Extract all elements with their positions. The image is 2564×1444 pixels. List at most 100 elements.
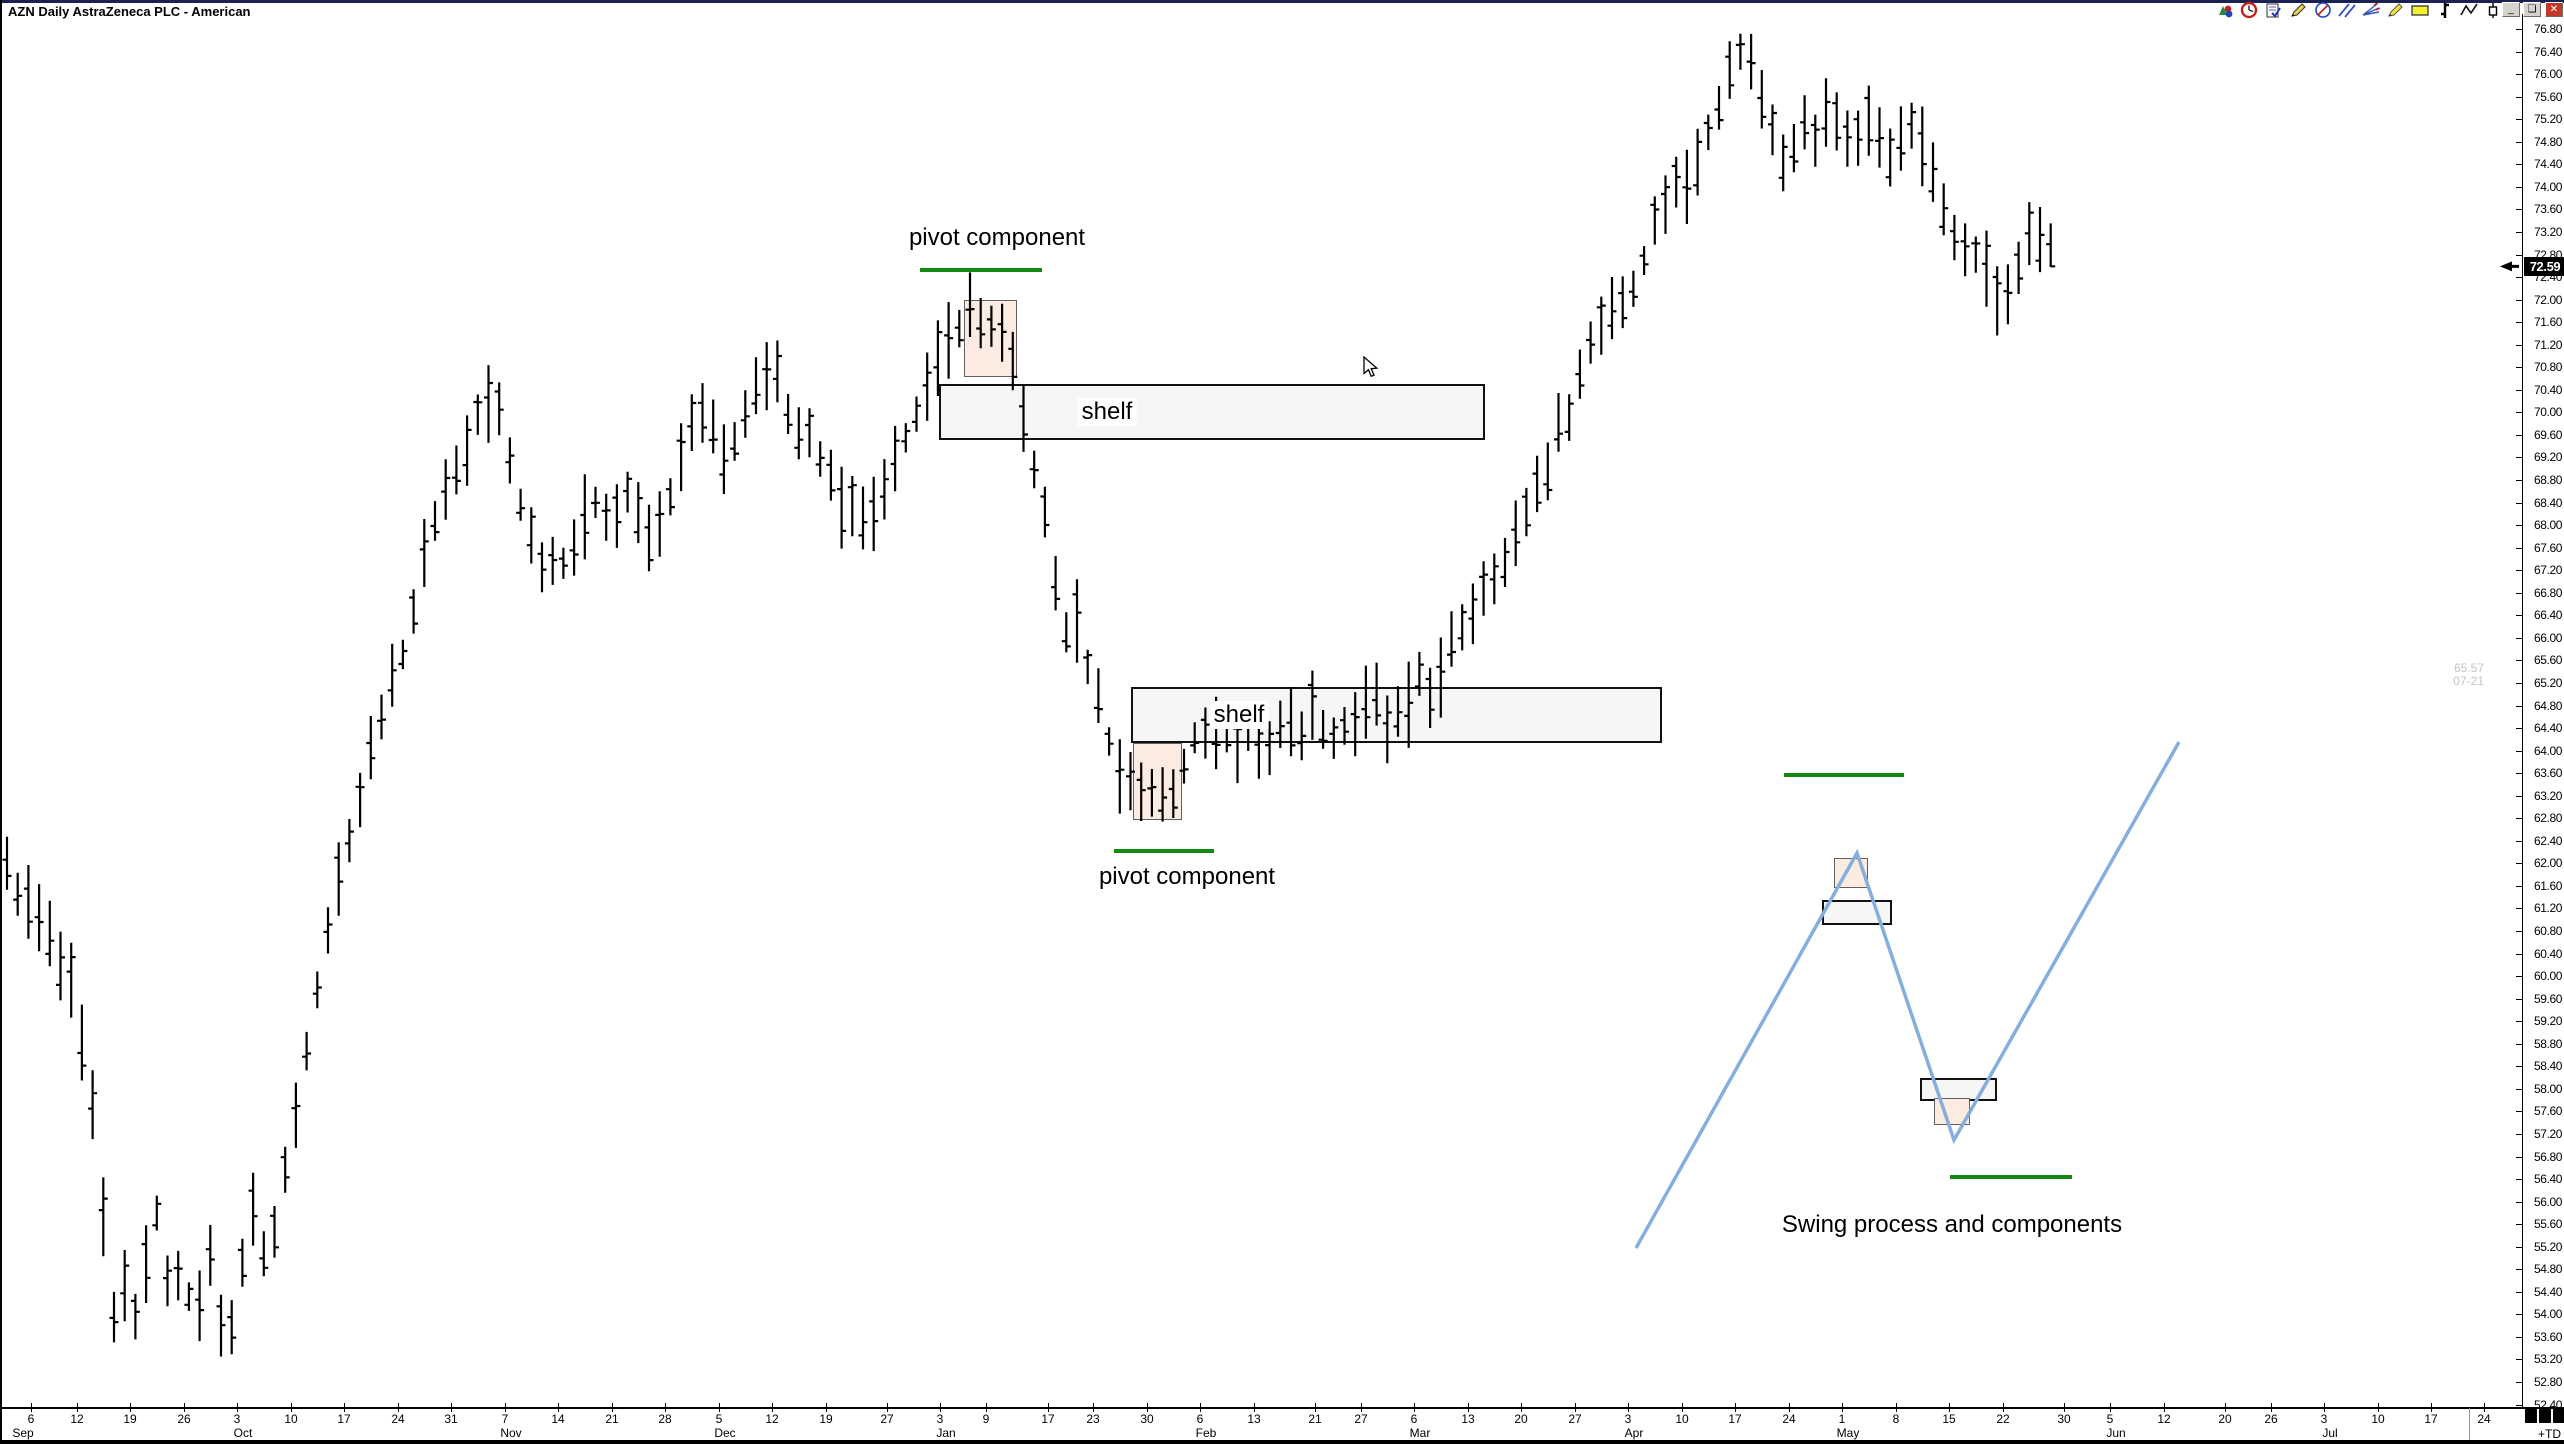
fan-lines-icon[interactable]: [2361, 2, 2381, 19]
date-axis-day-label: 21: [1308, 1412, 1322, 1426]
price-axis-tick: [2516, 1179, 2522, 1181]
price-axis-tick: [2516, 953, 2522, 955]
price-axis-tick: [2516, 637, 2522, 639]
date-axis-month-label: Jan: [936, 1426, 956, 1440]
date-axis-month-label: Mar: [1409, 1426, 1431, 1440]
shelf-label-2[interactable]: shelf: [1209, 701, 1269, 729]
objects-3d-icon[interactable]: [2215, 2, 2235, 19]
date-axis-day-label: 27: [880, 1412, 894, 1426]
pencil-icon[interactable]: [2288, 2, 2308, 19]
price-axis-tick: [2516, 1314, 2522, 1316]
price-axis-label: 66.40: [2533, 608, 2562, 623]
price-axis-label: 71.20: [2533, 337, 2562, 352]
price-axis-label: 72.00: [2533, 292, 2562, 307]
date-axis-line: [2, 1407, 2564, 1409]
date-axis-tick: [1254, 1403, 1255, 1412]
date-axis-day-label: 10: [284, 1412, 298, 1426]
date-axis-tick: [1735, 1403, 1736, 1412]
price-axis-label: 76.00: [2533, 67, 2562, 82]
date-axis-day-label: 9: [982, 1412, 990, 1426]
pencil-yellow-icon[interactable]: [2386, 2, 2406, 19]
date-axis-tick: [558, 1403, 559, 1412]
yellow-box-icon[interactable]: [2410, 2, 2430, 19]
price-axis-label: 70.00: [2533, 405, 2562, 420]
date-axis-day-label: 6: [27, 1412, 35, 1426]
candle-icon[interactable]: [2483, 2, 2503, 19]
title-bar[interactable]: AZN Daily AstraZeneca PLC - American: [4, 3, 2564, 19]
circle-slash-icon[interactable]: [2313, 2, 2333, 19]
date-axis-day-label: 17: [1041, 1412, 1055, 1426]
price-axis-tick: [2516, 254, 2522, 256]
clock-icon[interactable]: [2239, 1, 2259, 19]
close-button[interactable]: ✕: [2545, 2, 2563, 17]
date-axis-day-label: 5: [2106, 1412, 2114, 1426]
parallel-lines-icon[interactable]: [2337, 2, 2357, 19]
price-axis-tick: [2516, 164, 2522, 166]
date-axis-day-label: 6: [1410, 1412, 1418, 1426]
green-component-line[interactable]: [1114, 849, 1214, 853]
price-axis-tick: [2516, 96, 2522, 98]
green-component-line[interactable]: [1950, 1175, 2072, 1179]
price-axis-label: 73.20: [2533, 224, 2562, 239]
price-axis-label: 60.40: [2533, 946, 2562, 961]
price-axis-label: 70.40: [2533, 382, 2562, 397]
date-axis-day-label: 1: [1838, 1412, 1846, 1426]
corner-square: [2553, 1409, 2564, 1423]
price-axis-label: 54.00: [2533, 1307, 2562, 1322]
price-axis-label: 58.00: [2533, 1081, 2562, 1096]
price-axis-tick: [2516, 1359, 2522, 1361]
date-axis-tick: [1361, 1403, 1362, 1412]
notes-check-icon[interactable]: [2264, 2, 2284, 19]
green-component-line[interactable]: [1784, 773, 1904, 777]
date-axis-month-label: Feb: [1195, 1426, 1217, 1440]
price-axis-label: 59.60: [2533, 991, 2562, 1006]
shelf-zone-box-1[interactable]: [939, 384, 1485, 440]
date-axis-tick: [451, 1403, 452, 1412]
price-axis-tick: [2516, 795, 2522, 797]
date-axis-day-label: 31: [444, 1412, 458, 1426]
zigzag-icon[interactable]: [2459, 2, 2479, 19]
date-axis-day-label: 27: [1354, 1412, 1368, 1426]
date-axis-day-label: 10: [1675, 1412, 1689, 1426]
date-axis-tick: [1628, 1403, 1629, 1412]
pivot-component-label-2[interactable]: pivot component: [1098, 863, 1276, 890]
date-axis-tick: [344, 1403, 345, 1412]
price-axis-tick: [2516, 1021, 2522, 1023]
shelf-label-1[interactable]: shelf: [1077, 398, 1137, 426]
minimize-button[interactable]: _: [2502, 2, 2520, 17]
price-axis-tick: [2516, 209, 2522, 211]
price-axis-label: 57.60: [2533, 1104, 2562, 1119]
price-axis-label: 56.40: [2533, 1172, 2562, 1187]
swing-process-label[interactable]: Swing process and components: [1781, 1211, 2123, 1238]
price-axis-tick: [2516, 660, 2522, 662]
date-axis-day-label: 15: [1942, 1412, 1956, 1426]
price-axis-label: 65.60: [2533, 653, 2562, 668]
price-axis-tick: [2516, 1246, 2522, 1248]
green-component-line[interactable]: [920, 268, 1042, 272]
date-axis-tick: [612, 1403, 613, 1412]
price-axis-tick: [2516, 863, 2522, 865]
price-axis-label: 70.80: [2533, 360, 2562, 375]
price-axis-tick: [2516, 976, 2522, 978]
restore-button[interactable]: ❏: [2523, 2, 2541, 17]
price-axis-tick: [2516, 299, 2522, 301]
price-axis-label: 67.20: [2533, 563, 2562, 578]
price-axis-label: 75.60: [2533, 89, 2562, 104]
price-axis-label: 69.20: [2533, 450, 2562, 465]
price-axis-label: 76.80: [2533, 22, 2562, 36]
date-axis-tick: [2164, 1403, 2165, 1412]
date-axis-tick: [2324, 1403, 2325, 1412]
pivot-component-label-1[interactable]: pivot component: [908, 224, 1086, 251]
price-axis-tick: [2516, 570, 2522, 572]
date-axis-tick: [719, 1403, 720, 1412]
date-axis-day-label: 30: [2057, 1412, 2071, 1426]
date-axis-month-label: May: [1836, 1426, 1860, 1440]
bar-marker-icon[interactable]: [2435, 2, 2455, 19]
price-axis-label: 62.00: [2533, 856, 2562, 871]
date-axis-day-label: 10: [2371, 1412, 2385, 1426]
price-axis-tick: [2516, 1111, 2522, 1113]
